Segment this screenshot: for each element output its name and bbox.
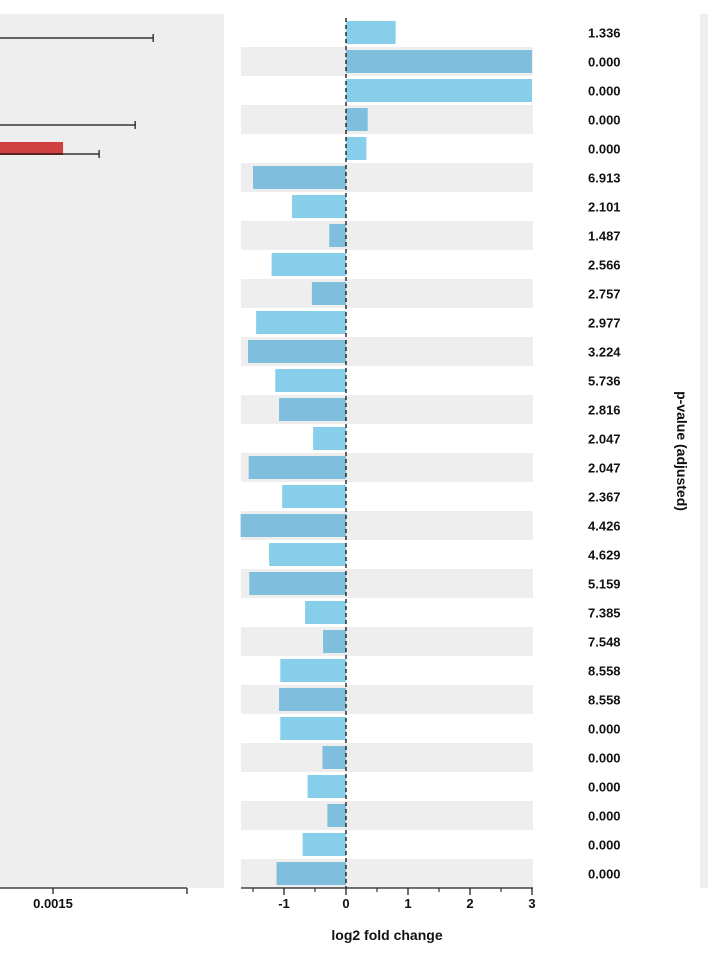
p-value-label: 2.566 [588,258,621,273]
fold-change-bar [275,369,346,392]
fold-change-bars [240,21,532,885]
fold-change-bar [346,50,532,73]
fold-change-bar [248,340,346,363]
fold-change-bar [307,775,346,798]
x-tick-label: 3 [528,896,535,911]
p-value-label: 4.629 [588,548,621,563]
fold-change-bar [292,195,346,218]
fold-change-bar [282,485,346,508]
x-tick-label: 2 [466,896,473,911]
fold-change-bar [305,601,346,624]
p-value-label: 5.159 [588,577,621,592]
fold-change-bar [346,21,396,44]
p-value-label: 5.736 [588,374,621,389]
fold-change-bar [323,630,346,653]
proportion-x-axis: 0.0015 [0,887,188,911]
fold-change-bar [322,746,346,769]
p-value-label: 2.047 [588,461,621,476]
row-band [241,105,533,134]
p-value-axis-title: p-value (adjusted) [674,391,690,511]
p-value-label: 2.047 [588,432,621,447]
x-tick-label: -1 [278,896,290,911]
fold-change-bar [271,253,346,276]
row-band [241,743,533,772]
p-value-label: 0.000 [588,809,621,824]
p-value-label: 2.816 [588,403,621,418]
fold-change-bar [327,804,346,827]
proportion-bar [0,142,64,155]
p-value-label: 7.385 [588,606,621,621]
x-tick-label: 0 [342,896,349,911]
fold-change-x-axis: -1 0 1 2 3 [241,887,536,911]
p-value-label: 0.000 [588,142,621,157]
p-value-label: 0.000 [588,722,621,737]
fold-change-bar [240,514,346,537]
fold-change-bar [346,137,367,160]
fold-change-bar [256,311,346,334]
p-value-label: 3.224 [588,345,621,360]
p-value-label: 1.336 [588,26,621,41]
fold-change-bar [346,79,532,102]
fold-change-bar [346,108,368,131]
p-value-label: 0.000 [588,55,621,70]
row-band [241,801,533,830]
fold-change-bar [313,427,346,450]
fold-change-bar [248,456,346,479]
p-value-label: 2.757 [588,287,621,302]
p-value-label: 0.000 [588,113,621,128]
row-band [241,221,533,250]
p-value-labels: 1.336 0.000 0.000 0.000 0.000 6.913 2.101 1.487… [588,26,621,882]
fold-change-bar [253,166,346,189]
proportion-panel-background [0,14,224,888]
fold-change-bar [329,224,346,247]
fold-change-bar [311,282,346,305]
p-value-label: 1.487 [588,229,621,244]
p-value-label: 2.101 [588,200,621,215]
p-value-label: 2.367 [588,490,621,505]
p-value-label: 2.977 [588,316,621,331]
fold-change-bar [280,659,346,682]
row-band [241,627,533,656]
p-value-label: 8.558 [588,693,621,708]
fold-change-bar [269,543,346,566]
p-value-label: 0.000 [588,780,621,795]
fold-change-bar [280,717,346,740]
row-band [241,279,533,308]
p-value-label: 0.000 [588,838,621,853]
fold-change-bar [249,572,346,595]
fold-change-bar [279,398,346,421]
x-tick-label: 1 [404,896,411,911]
p-value-label: 0.000 [588,751,621,766]
fold-change-bar [279,688,346,711]
p-value-label: 0.000 [588,84,621,99]
left-x-tick-label: 0.0015 [33,896,73,911]
fold-change-bar [276,862,346,885]
p-value-label: 0.000 [588,867,621,882]
p-value-label: 7.548 [588,635,621,650]
p-value-label: 4.426 [588,519,621,534]
proportion-marks [0,34,154,158]
fold-change-bar [302,833,346,856]
p-value-label: 6.913 [588,171,621,186]
p-value-label: 8.558 [588,664,621,679]
right-panel-edge [700,14,708,888]
fold-change-axis-label: log2 fold change [331,927,442,943]
